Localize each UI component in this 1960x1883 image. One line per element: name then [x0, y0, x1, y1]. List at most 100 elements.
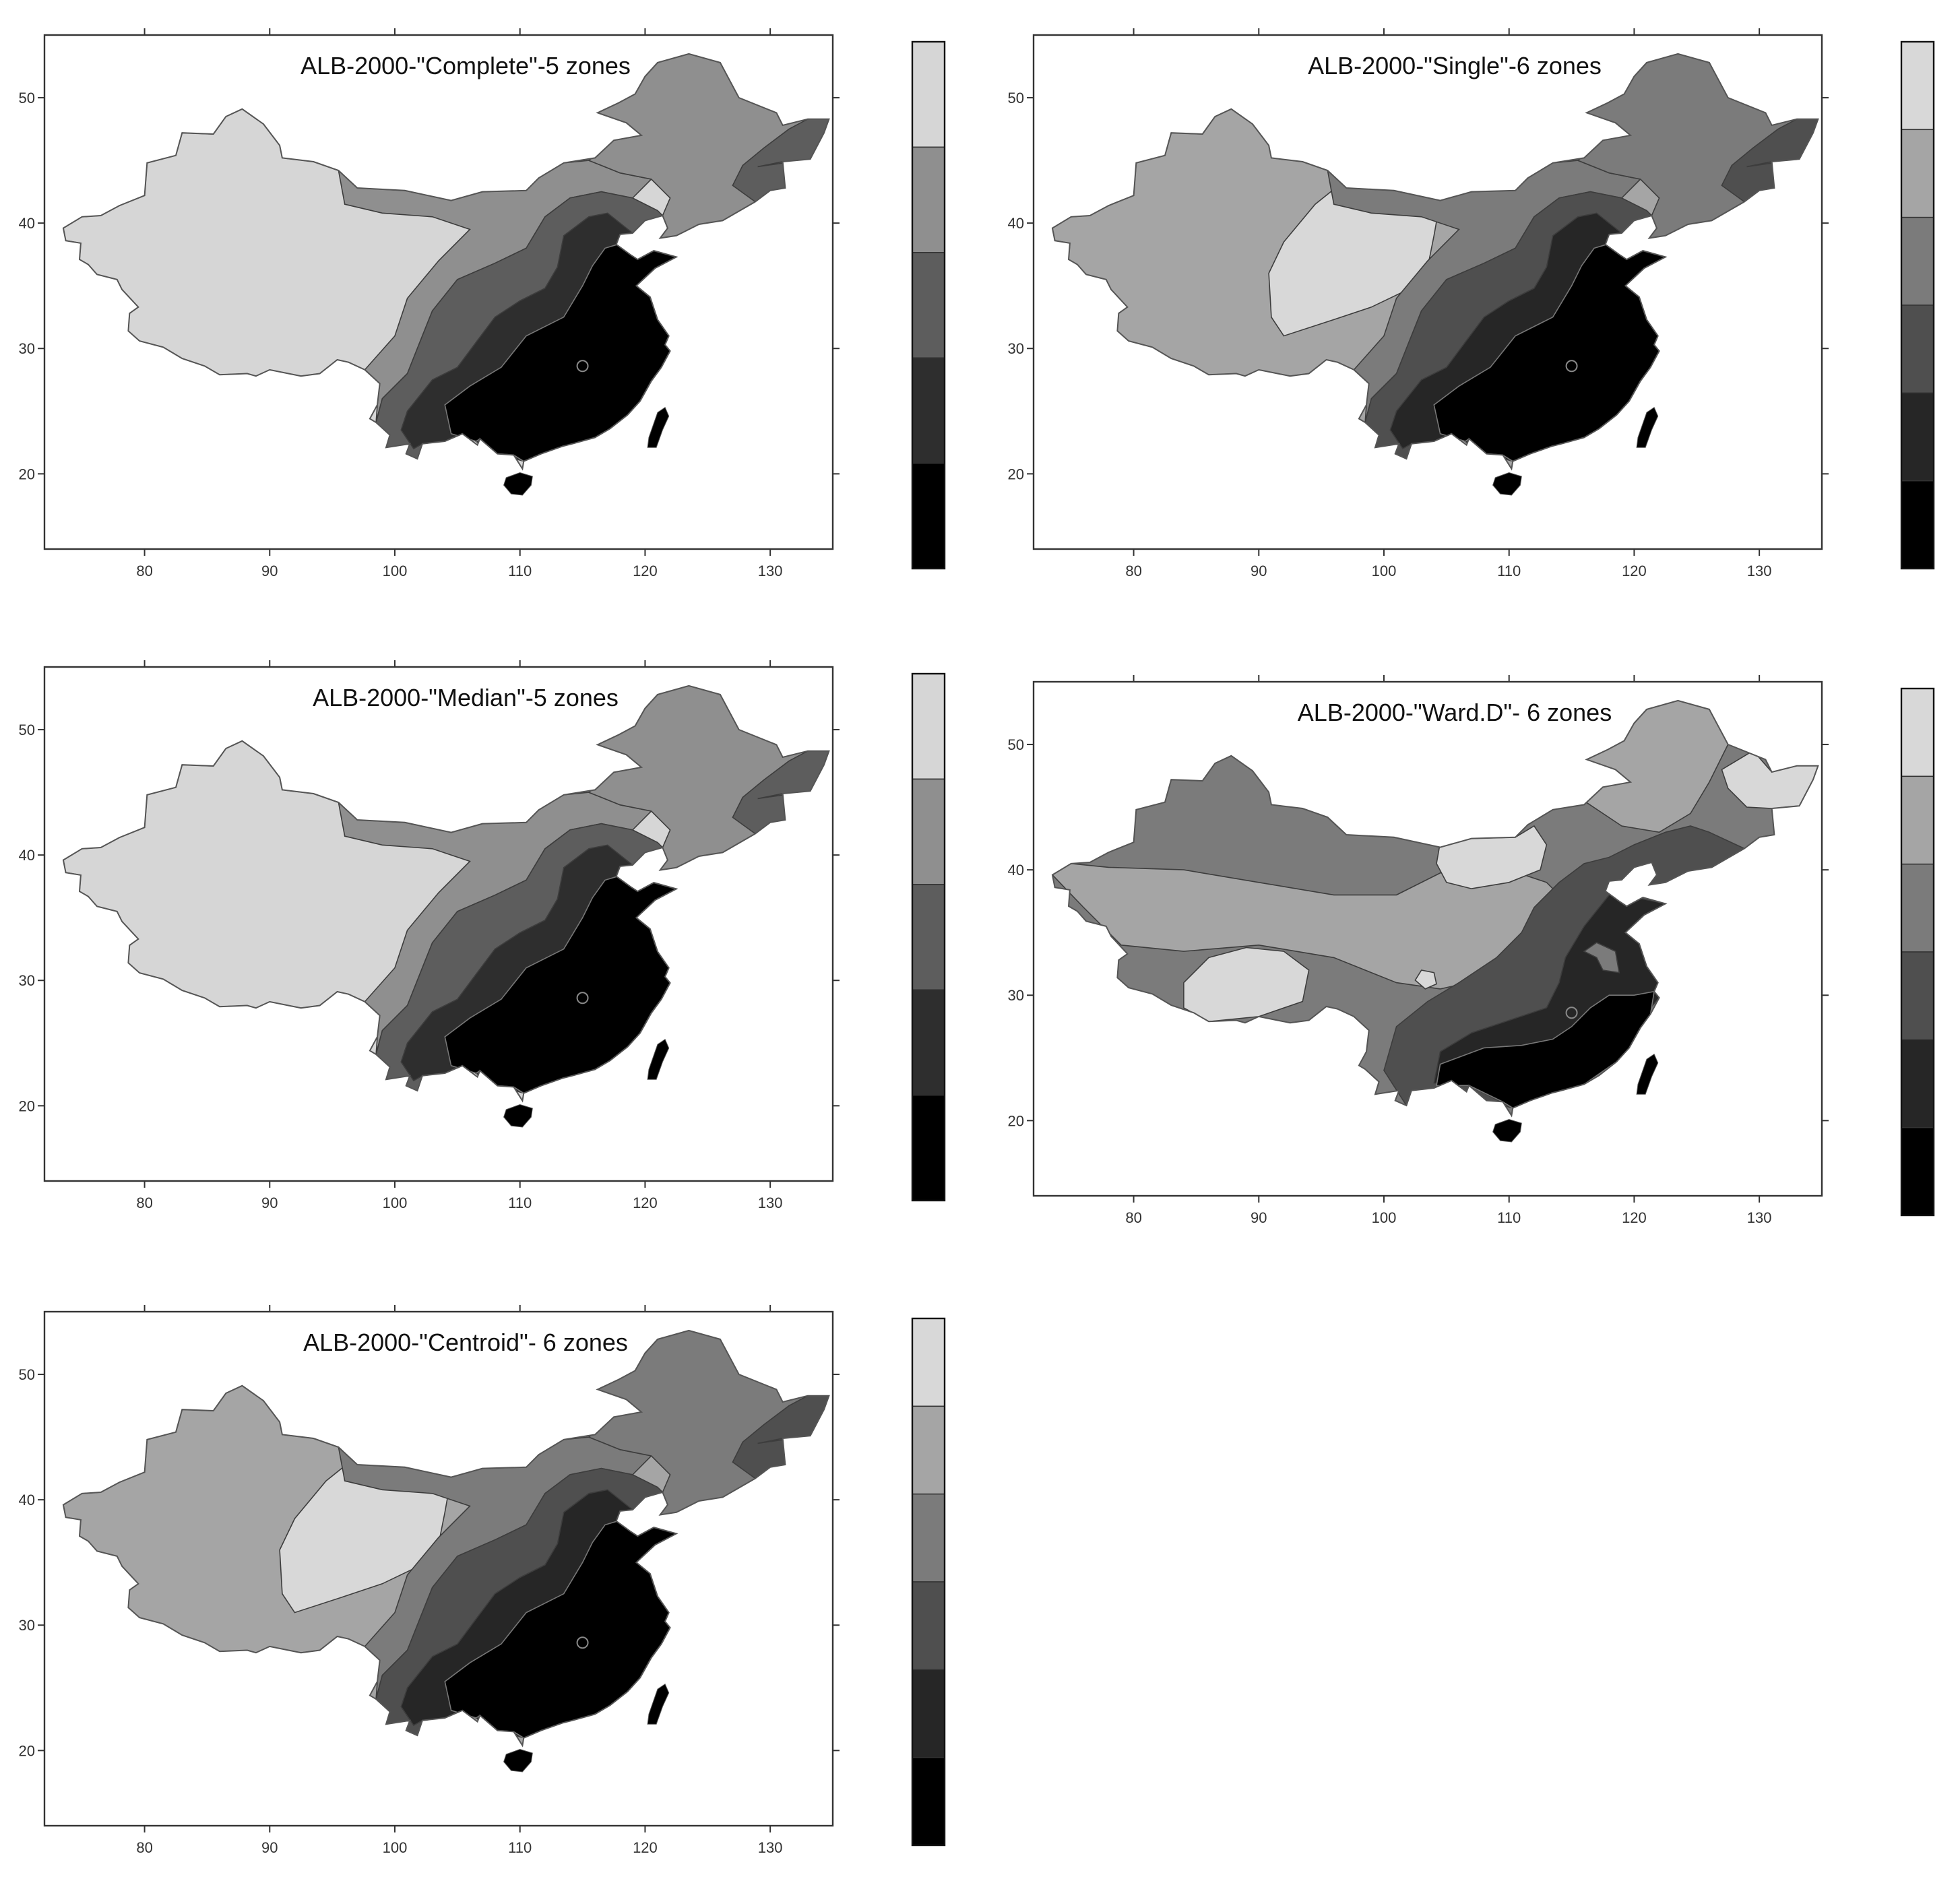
china-outline [1051, 53, 1819, 471]
y-tick-label: 30 [19, 972, 35, 989]
colorbar-outline [1900, 687, 1935, 1217]
colorbar-cell [912, 146, 945, 253]
x-tick-label: 130 [758, 1839, 783, 1856]
map-title: ALB-2000-"Single"-6 zones [1308, 52, 1602, 79]
map-panel-median: 80 90 100 110 120 130 20 30 40 50 ALB-2000-"Median… [0, 632, 970, 1238]
hainan-island [503, 472, 533, 496]
x-tick-label: 90 [261, 1194, 278, 1211]
colorbar-cell [1901, 480, 1934, 569]
colorbar-outline [911, 672, 946, 1202]
x-tick-label: 100 [1372, 563, 1397, 579]
y-tick-label: 40 [1008, 215, 1024, 232]
china-outline [62, 684, 830, 1103]
map-panel-ward: 80 90 100 110 120 130 20 30 40 50 ALB-2000-"Ward.D… [989, 647, 1959, 1253]
x-tick-label: 130 [758, 1194, 783, 1211]
y-tick-label: 50 [19, 1366, 35, 1383]
taiwan-island [647, 406, 670, 448]
map-svg: 80 90 100 110 120 130 20 30 40 50 ALB-2000-"Centro… [19, 1305, 946, 1856]
map-svg: 80 90 100 110 120 130 20 30 40 50 ALB-2000-"Ward.D… [1008, 675, 1935, 1226]
colorbar-cell [912, 41, 945, 148]
colorbar-cell [1901, 392, 1934, 482]
china-outline [62, 1329, 830, 1748]
zone-region [1414, 969, 1437, 990]
colorbar-cell [1901, 775, 1934, 865]
y-tick-label: 20 [19, 466, 35, 482]
x-tick-label: 120 [1622, 563, 1647, 579]
taiwan-island [647, 1683, 670, 1725]
taiwan-island [1636, 406, 1659, 448]
map-panel-complete: 80 90 100 110 120 130 20 30 40 50 ALB-2000-"Comple… [0, 0, 970, 606]
colorbar-cell [912, 1318, 945, 1407]
x-tick-label: 120 [633, 1839, 658, 1856]
x-tick-label: 100 [383, 1194, 408, 1211]
zone-layer [1052, 53, 1819, 469]
x-tick-label: 130 [1747, 563, 1772, 579]
colorbar-outline [911, 1317, 946, 1847]
china-outline [1051, 699, 1819, 1118]
x-tick-label: 80 [1125, 1209, 1141, 1226]
colorbar-outline [911, 40, 946, 570]
colorbar-cell [1901, 1039, 1934, 1128]
lake-marker [1565, 360, 1578, 373]
map-panel-centroid: 80 90 100 110 120 130 20 30 40 50 ALB-2000-"Centro… [0, 1277, 970, 1883]
zone-region [1583, 942, 1620, 974]
x-tick-label: 120 [633, 1194, 658, 1211]
colorbar-cell [912, 1669, 945, 1758]
x-tick-label: 100 [1372, 1209, 1397, 1226]
x-tick-label: 90 [261, 563, 278, 579]
colorbar-cell [1901, 951, 1934, 1041]
x-tick-label: 100 [383, 1839, 408, 1856]
map-panel-single: 80 90 100 110 120 130 20 30 40 50 ALB-2000-"Single… [989, 0, 1959, 606]
x-tick-label: 80 [136, 1194, 152, 1211]
map-title: ALB-2000-"Complete"-5 zones [301, 52, 631, 79]
lake-marker [576, 992, 589, 1004]
colorbar-cell [1901, 688, 1934, 777]
lake-marker [576, 1636, 589, 1649]
colorbar-cell [912, 1405, 945, 1495]
map-svg: 80 90 100 110 120 130 20 30 40 50 ALB-2000-"Single… [1008, 28, 1935, 579]
colorbar-cell [912, 462, 945, 569]
x-tick-label: 130 [758, 563, 783, 579]
y-tick-label: 40 [19, 847, 35, 864]
colorbar-cell [1901, 863, 1934, 953]
x-tick-label: 110 [508, 563, 532, 579]
y-tick-label: 20 [19, 1742, 35, 1759]
x-tick-label: 110 [508, 1839, 532, 1856]
colorbar-cell [912, 357, 945, 464]
y-tick-label: 20 [1008, 1112, 1024, 1129]
y-tick-label: 40 [1008, 862, 1024, 879]
x-tick-label: 110 [508, 1194, 532, 1211]
hainan-island [1492, 472, 1522, 496]
x-tick-label: 110 [1497, 1209, 1521, 1226]
colorbar-cell [1901, 129, 1934, 218]
map-title: ALB-2000-"Centroid"- 6 zones [303, 1329, 628, 1356]
x-tick-label: 120 [1622, 1209, 1647, 1226]
y-tick-label: 20 [1008, 466, 1024, 482]
y-tick-label: 30 [1008, 340, 1024, 357]
y-tick-label: 40 [19, 1492, 35, 1508]
hainan-island [1492, 1118, 1522, 1143]
colorbar-cell [912, 778, 945, 885]
hainan-island [503, 1104, 533, 1128]
y-tick-label: 50 [1008, 736, 1024, 753]
map-title: ALB-2000-"Ward.D"- 6 zones [1298, 699, 1612, 726]
hainan-island [503, 1748, 533, 1773]
y-tick-label: 50 [19, 90, 35, 106]
x-tick-label: 110 [1497, 563, 1521, 579]
colorbar-cell [1901, 41, 1934, 131]
china-outline [62, 53, 830, 471]
x-tick-label: 130 [1747, 1209, 1772, 1226]
colorbar-cell [912, 884, 945, 990]
x-tick-label: 90 [1251, 563, 1267, 579]
map-svg: 80 90 100 110 120 130 20 30 40 50 ALB-2000-"Median… [19, 660, 946, 1211]
zone-layer [63, 53, 829, 469]
colorbar-cell [912, 1756, 945, 1846]
y-tick-label: 50 [19, 722, 35, 738]
zone-layer [63, 1330, 829, 1746]
lake-marker [1565, 1007, 1578, 1019]
colorbar-cell [912, 1493, 945, 1583]
taiwan-island [1636, 1053, 1659, 1095]
colorbar-cell [912, 1094, 945, 1201]
x-tick-label: 90 [1251, 1209, 1267, 1226]
colorbar-cell [1901, 1126, 1934, 1216]
